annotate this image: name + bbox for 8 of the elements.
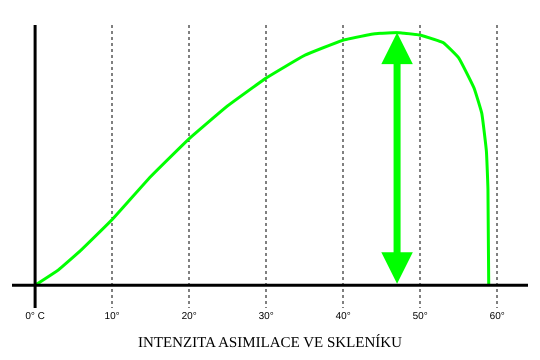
x-tick-label: 20° — [182, 311, 197, 322]
x-tick-label: 50° — [412, 311, 428, 322]
x-axis-title: INTENZITA ASIMILACE VE SKLENÍKU — [138, 334, 402, 351]
x-tick-label: 60° — [490, 311, 505, 322]
x-tick-label: 40° — [336, 311, 351, 322]
x-tick-label: 30° — [258, 311, 274, 322]
x-tick-label: 10° — [104, 311, 120, 322]
x-tick-label: 0° C — [25, 311, 45, 322]
